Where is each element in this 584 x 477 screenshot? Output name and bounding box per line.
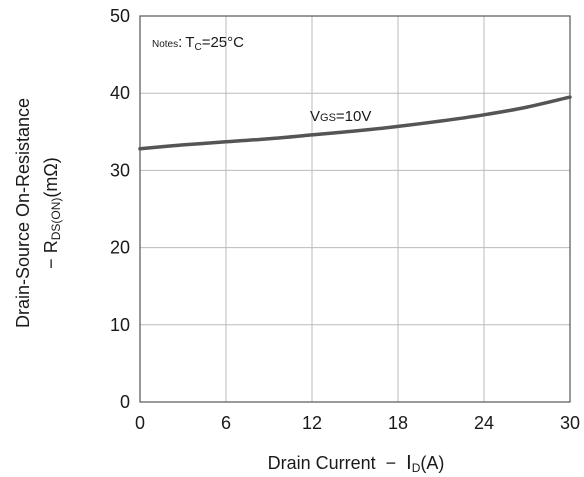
notes-separator: : (178, 34, 182, 51)
notes-temp-symbol: T (185, 34, 194, 51)
notes-annotation: Notes: TC=25°C (152, 34, 244, 53)
x-axis-label-subscript: D (412, 461, 421, 475)
y-axis-label-line2-prefix: − R (41, 240, 61, 269)
y-tick-label: 20 (110, 238, 130, 258)
y-axis-label-line2-subscript: DS(ON) (49, 198, 63, 241)
x-tick-label: 12 (302, 413, 322, 433)
x-tick-label: 30 (560, 413, 580, 433)
series-line-vgs-10v (138, 95, 572, 151)
series-label-vgs: VGS=10V (310, 108, 371, 125)
y-tick-label: 50 (110, 6, 130, 26)
x-tick-label: 24 (474, 413, 494, 433)
tick-labels: 0 6 12 18 24 30 0 10 20 30 40 50 (110, 6, 580, 433)
x-axis-label-suffix: (A) (420, 453, 444, 473)
plot-frame (139, 15, 571, 403)
y-tick-label: 10 (110, 315, 130, 335)
y-axis-label-line2-suffix: (mΩ) (41, 157, 61, 197)
y-tick-label: 0 (120, 392, 130, 412)
x-axis-label-symbol: I (406, 452, 412, 474)
x-tick-label: 0 (135, 413, 145, 433)
x-axis-label: Drain Current − ID(A) (268, 452, 445, 475)
x-axis-label-prefix: Drain Current − (268, 453, 407, 473)
y-axis-label-line1: Drain-Source On-Resistance (13, 98, 33, 328)
x-tick-label: 6 (221, 413, 231, 433)
y-axis-label-line2: − RDS(ON)(mΩ) (41, 157, 63, 269)
y-tick-label: 30 (110, 160, 130, 180)
notes-temp-value: =25°C (202, 34, 244, 51)
series-label-subscript: GS (320, 112, 336, 124)
grid (139, 15, 571, 403)
notes-label: Notes (152, 39, 178, 50)
series-label-value: =10V (336, 108, 371, 125)
x-tick-label: 18 (388, 413, 408, 433)
notes-temp-subscript: C (194, 42, 201, 53)
series-label-symbol: V (310, 108, 320, 125)
y-tick-label: 40 (110, 83, 130, 103)
